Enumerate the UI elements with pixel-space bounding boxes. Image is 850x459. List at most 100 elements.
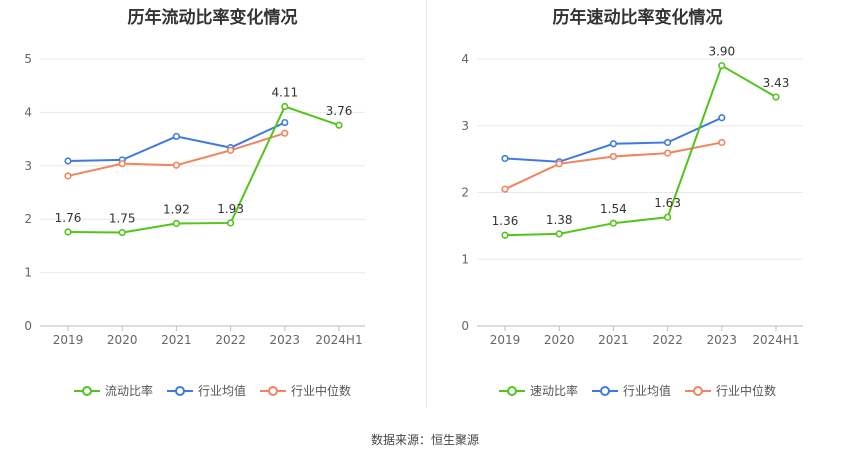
x-tick-label: 2024H1 xyxy=(752,333,799,347)
data-point xyxy=(64,172,72,180)
legend-item[interactable]: 流动比率 xyxy=(73,382,153,399)
data-label: 1.93 xyxy=(217,202,244,216)
x-tick-label: 2021 xyxy=(598,333,629,347)
data-point xyxy=(609,152,617,161)
legend-item[interactable]: 行业均值 xyxy=(591,382,671,399)
legend-marker xyxy=(693,385,703,396)
current-ratio-plot: 0 1 2 3 4 5 2019 2020 2021 2022 2023 2024H1 1.76 1.75… xyxy=(24,52,365,347)
data-point xyxy=(227,146,235,154)
data-point xyxy=(172,132,180,141)
y-tick-label: 1 xyxy=(24,266,32,280)
x-tick-label: 2020 xyxy=(107,333,138,347)
data-label: 1.36 xyxy=(492,214,519,228)
y-tick-label: 4 xyxy=(24,105,32,119)
legend-item[interactable]: 行业中位数 xyxy=(685,382,776,399)
data-point xyxy=(501,185,509,193)
legend-marker xyxy=(268,385,278,396)
y-tick-label: 0 xyxy=(461,319,469,333)
legend-symbol-icon xyxy=(166,385,193,396)
data-label: 3.76 xyxy=(326,104,353,118)
data-point xyxy=(64,228,72,236)
data-label: 1.76 xyxy=(55,211,82,225)
data-point xyxy=(281,129,289,137)
legend-marker xyxy=(81,385,92,396)
legend: 流动比率 行业均值 行业中位数 xyxy=(0,382,425,399)
x-tick-label: 2021 xyxy=(161,333,192,347)
x-tick-label: 2023 xyxy=(270,333,301,347)
series-line xyxy=(504,141,722,191)
x-tick-label: 2024H1 xyxy=(315,333,362,347)
legend-symbol-icon xyxy=(685,385,711,396)
x-tick-label: 2022 xyxy=(215,333,246,347)
data-point xyxy=(172,161,180,169)
data-point xyxy=(118,228,126,237)
x-tick-label: 2022 xyxy=(652,333,683,347)
x-tick-label: 2019 xyxy=(53,333,84,347)
data-point xyxy=(501,231,509,239)
y-tick-label: 2 xyxy=(461,186,469,200)
quick-ratio-panel: 历年速动比率变化情况 0 1 2 3 4 2019 2020 2021 2022 2023 2024… xyxy=(425,0,850,410)
y-tick-label: 2 xyxy=(24,212,32,226)
y-tick-label: 5 xyxy=(24,52,32,66)
y-tick-label: 3 xyxy=(461,119,469,133)
data-point xyxy=(335,121,343,129)
legend-item[interactable]: 行业中位数 xyxy=(260,382,351,399)
data-label: 3.90 xyxy=(708,45,735,59)
data-point xyxy=(718,62,726,70)
chart-title: 历年流动比率变化情况 xyxy=(127,8,298,28)
data-point xyxy=(609,219,617,227)
legend-item[interactable]: 行业均值 xyxy=(166,382,246,399)
quick-ratio-plot: 0 1 2 3 4 2019 2020 2021 2022 2023 2024H1 1.36 1.38 1… xyxy=(461,45,803,347)
data-point xyxy=(718,114,726,122)
legend-marker xyxy=(599,385,610,396)
data-point xyxy=(281,118,289,127)
x-tick-label: 2019 xyxy=(490,333,521,347)
data-label: 1.38 xyxy=(546,213,573,227)
data-point xyxy=(555,160,563,168)
data-point xyxy=(772,93,780,101)
data-label: 1.63 xyxy=(654,196,681,210)
data-point xyxy=(64,157,72,165)
legend-symbol-icon xyxy=(73,385,100,396)
data-point xyxy=(281,102,289,111)
legend-label: 行业中位数 xyxy=(716,384,777,398)
y-tick-label: 0 xyxy=(24,319,32,333)
panel-divider xyxy=(426,0,427,408)
series-line xyxy=(67,121,286,162)
data-label: 1.54 xyxy=(600,202,627,216)
x-tick-label: 2023 xyxy=(707,333,738,347)
legend-symbol-icon xyxy=(591,385,618,396)
legend: 速动比率 行业均值 行业中位数 xyxy=(425,382,850,399)
legend-label: 行业中位数 xyxy=(291,384,352,398)
data-point xyxy=(501,154,509,163)
data-point xyxy=(227,219,235,227)
legend-symbol-icon xyxy=(498,385,525,396)
legend-label: 流动比率 xyxy=(104,384,153,398)
legend-label: 行业均值 xyxy=(622,384,671,398)
data-point xyxy=(664,213,672,221)
legend-marker xyxy=(506,385,517,396)
data-label: 4.11 xyxy=(271,86,298,100)
data-point xyxy=(718,138,726,147)
legend-label: 速动比率 xyxy=(529,384,578,398)
data-point xyxy=(555,230,563,238)
series-line xyxy=(67,105,340,234)
data-point xyxy=(118,160,126,168)
data-point xyxy=(609,140,617,148)
legend-symbol-icon xyxy=(260,385,286,396)
series-line xyxy=(504,64,777,237)
legend-label: 行业均值 xyxy=(197,384,246,398)
data-point xyxy=(172,219,180,228)
y-tick-label: 3 xyxy=(24,159,32,173)
chart-title: 历年速动比率变化情况 xyxy=(552,8,723,28)
x-tick-label: 2020 xyxy=(544,333,575,347)
data-source: 数据来源：恒生聚源 xyxy=(370,433,479,447)
legend-marker xyxy=(174,385,185,396)
data-label: 1.75 xyxy=(109,212,136,226)
y-tick-label: 1 xyxy=(461,252,469,266)
y-tick-label: 4 xyxy=(461,52,469,66)
legend-item[interactable]: 速动比率 xyxy=(498,382,578,399)
data-label: 3.43 xyxy=(763,76,790,90)
data-point xyxy=(664,138,672,147)
data-label: 1.92 xyxy=(163,202,190,216)
